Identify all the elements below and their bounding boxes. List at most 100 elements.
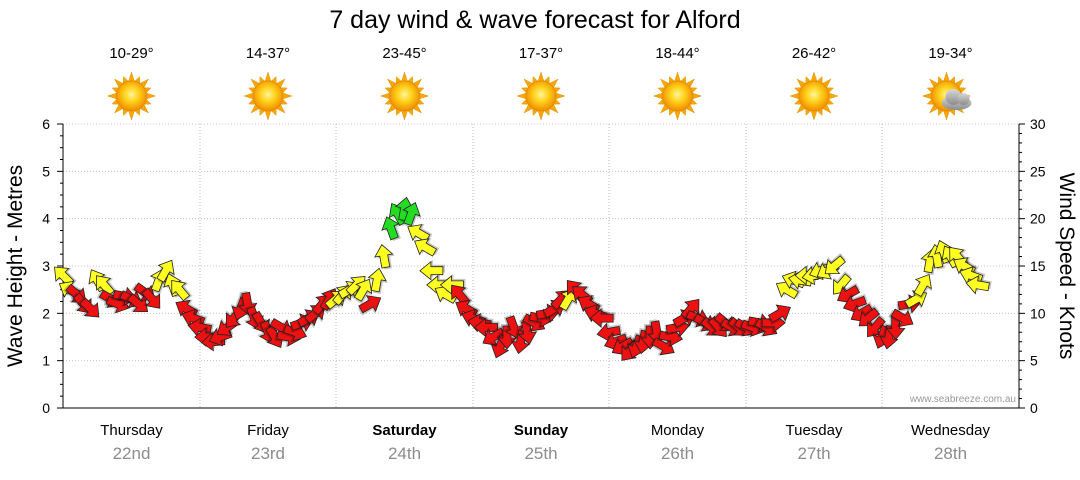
day-forecast: 17-37° <box>516 45 566 121</box>
sun-disc <box>662 80 693 112</box>
wind-arrow <box>473 316 500 338</box>
wind-arrow <box>76 297 100 318</box>
right-axis: 0 5 10 15 20 25 30 <box>1018 116 1046 416</box>
right-tick-label: 10 <box>1030 305 1046 321</box>
wind-arrow <box>596 321 623 343</box>
day-date: 22nd <box>113 444 151 463</box>
day-date: 24th <box>388 444 421 463</box>
wind-arrow <box>156 259 175 285</box>
left-axis-label: Wave Height - Metres <box>4 165 27 367</box>
day-headers: 10-29° 14-37° 23-45° 17-37° 18-44° 26-42° 19-3… <box>106 45 973 121</box>
gridlines <box>63 123 1019 409</box>
wind-arrow <box>171 280 193 302</box>
wind-arrow <box>381 216 402 242</box>
wind-arrow <box>407 223 433 243</box>
wind-arrow <box>558 288 578 314</box>
day-forecast: 14-37° <box>243 45 293 121</box>
wind-arrow <box>358 295 382 316</box>
wind-arrow <box>656 327 684 348</box>
right-tick-label: 5 <box>1030 353 1038 369</box>
left-tick-label: 4 <box>42 211 50 227</box>
temperature-range: 10-29° <box>109 45 153 62</box>
day-name: Monday <box>651 422 705 439</box>
wind-arrow <box>139 287 161 309</box>
day-name: Saturday <box>372 422 437 439</box>
right-tick-label: 0 <box>1030 400 1038 416</box>
wind-arrow <box>124 293 149 313</box>
left-tick-label: 3 <box>42 258 50 274</box>
wind-arrow <box>374 244 395 270</box>
temperature-range: 18-44° <box>655 45 699 62</box>
wind-arrow <box>833 271 852 295</box>
day-name: Friday <box>247 422 289 439</box>
day-forecast: 26-42° <box>789 45 839 121</box>
right-axis-label: Wind Speed - Knots <box>1055 173 1078 360</box>
wind-arrow <box>965 274 992 295</box>
wind-arrow <box>496 324 517 350</box>
left-tick-label: 5 <box>42 163 50 179</box>
wind-arrow <box>867 313 886 338</box>
day-date: 27th <box>797 444 830 463</box>
right-tick-label: 30 <box>1030 116 1046 132</box>
temperature-range: 17-37° <box>519 45 563 62</box>
day-name: Thursday <box>100 422 163 439</box>
day-name: Sunday <box>514 422 569 439</box>
wind-arrow <box>767 304 791 325</box>
right-tick-label: 20 <box>1030 211 1046 227</box>
day-name: Wednesday <box>911 422 990 439</box>
wind-arrows <box>54 196 992 361</box>
sun-icon <box>106 71 157 121</box>
wind-arrow <box>419 259 445 281</box>
left-tick-label: 6 <box>42 116 50 132</box>
chart-title: 7 day wind & wave forecast for Alford <box>329 6 740 34</box>
day-forecast: 19-34° <box>921 45 973 121</box>
day-date: 28th <box>934 444 967 463</box>
right-tick-label: 25 <box>1030 163 1046 179</box>
sun-disc <box>525 80 557 112</box>
wind-arrow <box>95 275 118 297</box>
wind-arrow <box>824 253 846 275</box>
sun-icon <box>243 71 293 121</box>
wind-arrow <box>402 202 422 229</box>
wind-arrow <box>482 325 506 346</box>
sun-icon <box>516 71 566 121</box>
day-forecast: 18-44° <box>652 45 703 121</box>
sun-disc <box>116 80 147 112</box>
wind-arrow <box>888 308 914 328</box>
wind-arrow <box>858 305 880 327</box>
wind-arrow <box>589 307 616 328</box>
temperature-range: 26-42° <box>792 45 836 62</box>
wind-arrow <box>837 282 861 304</box>
day-date: 26th <box>661 444 694 463</box>
sun-disc <box>389 80 420 112</box>
left-axis: 0 1 2 3 4 5 6 <box>42 116 64 416</box>
day-forecast: 23-45° <box>379 45 430 121</box>
wind-arrow <box>775 280 802 300</box>
day-date: 25th <box>524 444 557 463</box>
day-labels: Thursday 22nd Friday 23rd Saturday 24th Sunday… <box>100 422 990 463</box>
temperature-range: 23-45° <box>382 45 426 62</box>
left-tick-label: 2 <box>42 305 50 321</box>
wind-arrow <box>842 293 868 314</box>
sun-disc <box>252 80 284 112</box>
temperature-range: 14-37° <box>246 45 290 62</box>
wind-arrow <box>367 267 388 295</box>
sun-icon <box>652 71 703 121</box>
wind-arrow <box>611 334 635 356</box>
watermark: www.seabreeze.com.au <box>909 394 1016 405</box>
sun-icon <box>789 71 839 121</box>
wind-arrow <box>884 314 906 341</box>
wind-arrow <box>280 323 308 343</box>
sun-disc <box>798 80 830 112</box>
day-date: 23rd <box>251 444 285 463</box>
wind-arrow <box>516 319 538 345</box>
wind-arrow <box>414 238 440 257</box>
wind-arrow <box>353 278 373 304</box>
sun-icon <box>379 71 430 121</box>
wind-arrow <box>913 273 933 300</box>
cloud-shape <box>941 89 972 110</box>
partly-cloudy-icon <box>921 71 972 121</box>
day-forecast: 10-29° <box>106 45 157 121</box>
temperature-range: 19-34° <box>928 45 972 62</box>
